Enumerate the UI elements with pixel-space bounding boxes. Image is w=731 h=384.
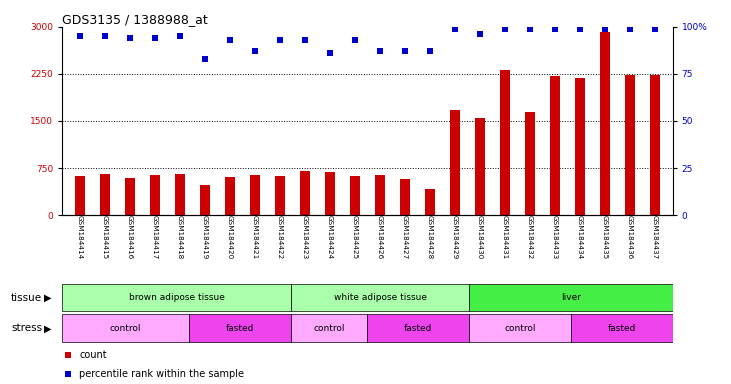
Text: ▶: ▶ [44,323,51,333]
Bar [469,314,571,342]
Point [599,26,611,32]
Bar [275,175,285,215]
Text: GSM184425: GSM184425 [352,215,357,259]
Bar [75,176,85,215]
Text: GSM184431: GSM184431 [502,215,508,259]
Point [374,48,386,55]
Bar [475,118,485,215]
Point [274,37,286,43]
Bar [525,112,535,215]
Point [649,26,661,32]
Text: GSM184436: GSM184436 [627,215,633,259]
Point [174,33,186,40]
Point [474,31,485,38]
Point [349,37,360,43]
Bar [325,172,335,215]
Text: GDS3135 / 1388988_at: GDS3135 / 1388988_at [62,13,208,26]
Text: ▶: ▶ [44,293,51,303]
Point [299,37,311,43]
Bar [650,75,660,215]
Text: GSM184414: GSM184414 [77,215,83,259]
Point [424,48,436,55]
Text: GSM184428: GSM184428 [427,215,433,259]
Text: GSM184434: GSM184434 [577,215,583,259]
Text: GSM184424: GSM184424 [327,215,333,259]
Text: control: control [504,324,536,333]
Bar [300,171,310,215]
Point [524,26,536,32]
Text: white adipose tissue: white adipose tissue [333,293,427,302]
Text: brown adipose tissue: brown adipose tissue [129,293,224,302]
Text: GSM184432: GSM184432 [527,215,533,259]
Bar [150,175,159,215]
Text: GSM184422: GSM184422 [277,215,283,259]
Point [399,48,411,55]
Bar [367,314,469,342]
Point [149,35,161,41]
Bar [291,314,367,342]
Point [199,56,211,62]
Bar [125,178,135,215]
Text: GSM184416: GSM184416 [126,215,133,259]
Bar [224,177,235,215]
Text: control: control [110,324,142,333]
Bar [625,74,635,215]
Text: GSM184430: GSM184430 [477,215,483,259]
Text: tissue: tissue [11,293,42,303]
Text: GSM184426: GSM184426 [377,215,383,259]
Point [124,35,135,41]
Text: percentile rank within the sample: percentile rank within the sample [79,369,244,379]
Text: GSM184423: GSM184423 [302,215,308,259]
Text: fasted: fasted [226,324,254,333]
Text: stress: stress [11,323,42,333]
Bar [99,174,110,215]
Point [499,26,511,32]
Bar [250,175,260,215]
Bar [469,284,673,311]
Point [417,269,428,275]
Bar [350,175,360,215]
Text: GSM184433: GSM184433 [552,215,558,259]
Point [417,97,428,103]
Text: GSM184419: GSM184419 [202,215,208,259]
Text: GSM184415: GSM184415 [102,215,107,259]
Bar [200,185,210,215]
Bar [62,284,291,311]
Bar [425,189,435,215]
Bar [189,314,291,342]
Bar [500,70,510,215]
Point [574,26,586,32]
Point [249,48,261,55]
Bar [291,284,469,311]
Text: GSM184421: GSM184421 [251,215,258,259]
Point [99,33,110,40]
Bar [550,76,560,215]
Text: count: count [79,350,107,360]
Text: GSM184435: GSM184435 [602,215,608,259]
Bar [571,314,673,342]
Point [549,26,561,32]
Text: GSM184418: GSM184418 [177,215,183,259]
Text: GSM184429: GSM184429 [452,215,458,259]
Point [324,50,336,56]
Text: GSM184427: GSM184427 [402,215,408,259]
Bar [175,174,185,215]
Point [224,37,235,43]
Point [449,26,461,32]
Text: GSM184437: GSM184437 [652,215,658,259]
Point [74,33,86,40]
Bar [62,314,189,342]
Point [624,26,636,32]
Bar [375,175,385,215]
Bar [575,78,585,215]
Text: fasted: fasted [607,324,636,333]
Bar [400,179,410,215]
Text: liver: liver [561,293,581,302]
Bar [600,32,610,215]
Bar [450,110,460,215]
Text: fasted: fasted [404,324,432,333]
Text: GSM184417: GSM184417 [152,215,158,259]
Text: GSM184420: GSM184420 [227,215,232,259]
Text: control: control [314,324,345,333]
